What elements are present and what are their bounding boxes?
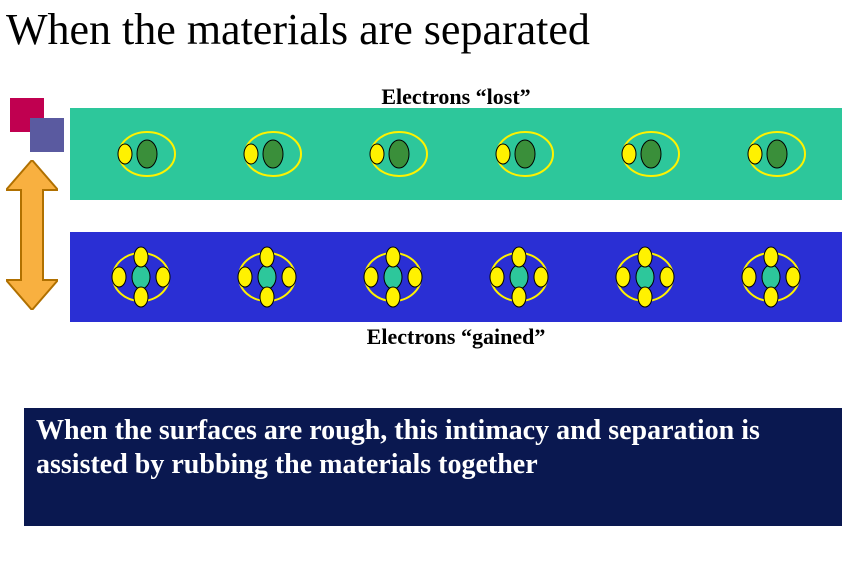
separation-arrow-icon (6, 160, 58, 310)
decor-square-purple (30, 118, 64, 152)
atom-gained (731, 242, 811, 312)
atom-gained (353, 242, 433, 312)
material-strip-gained: Electrons “gained” (70, 232, 842, 350)
atom-gained (101, 242, 181, 312)
slide-title: When the materials are separated (6, 4, 590, 55)
atom-lost (227, 124, 307, 184)
atom-lost (353, 124, 433, 184)
atoms-row-bottom (70, 232, 842, 322)
label-electrons-gained: Electrons “gained” (70, 322, 842, 350)
caption-box: When the surfaces are rough, this intima… (24, 408, 842, 526)
atom-gained (227, 242, 307, 312)
atom-gained (605, 242, 685, 312)
caption-text: When the surfaces are rough, this intima… (36, 415, 760, 480)
label-electrons-lost: Electrons “lost” (70, 82, 842, 108)
atom-lost (605, 124, 685, 184)
atom-lost (479, 124, 559, 184)
bullet-decoration (10, 98, 68, 156)
atom-gained (479, 242, 559, 312)
atom-lost (731, 124, 811, 184)
material-strip-lost: Electrons “lost” (70, 82, 842, 200)
atoms-row-top (70, 108, 842, 200)
atom-lost (101, 124, 181, 184)
